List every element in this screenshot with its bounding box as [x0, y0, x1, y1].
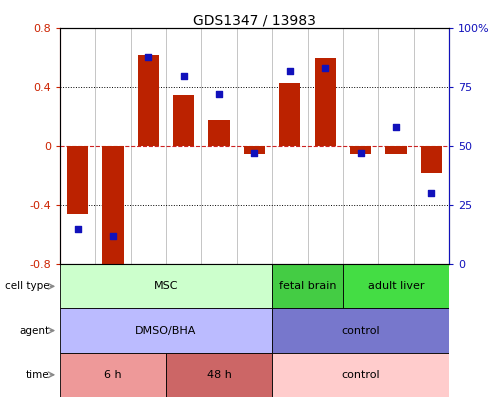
Bar: [272, 353, 449, 397]
Bar: [244, 146, 265, 153]
Point: [144, 53, 152, 60]
Text: 48 h: 48 h: [207, 370, 232, 380]
Bar: [102, 146, 124, 267]
Text: cell type: cell type: [4, 281, 49, 291]
Text: adult liver: adult liver: [368, 281, 424, 291]
Text: agent: agent: [19, 326, 49, 336]
Bar: [350, 146, 371, 153]
Text: control: control: [341, 326, 380, 336]
Point: [180, 72, 188, 79]
Point: [250, 150, 258, 157]
Bar: [343, 264, 449, 309]
Bar: [67, 146, 88, 214]
Bar: [279, 83, 300, 146]
Bar: [60, 353, 166, 397]
Bar: [385, 146, 407, 153]
Bar: [138, 55, 159, 146]
Point: [215, 91, 223, 98]
Text: DMSO/BHA: DMSO/BHA: [135, 326, 197, 336]
Bar: [166, 353, 272, 397]
Text: control: control: [341, 370, 380, 380]
Text: 6 h: 6 h: [104, 370, 122, 380]
Bar: [60, 264, 272, 309]
Bar: [421, 146, 442, 173]
Point: [286, 68, 294, 74]
Bar: [209, 120, 230, 146]
Text: fetal brain: fetal brain: [279, 281, 336, 291]
Bar: [272, 309, 449, 353]
Point: [73, 226, 81, 232]
Text: MSC: MSC: [154, 281, 178, 291]
Bar: [315, 58, 336, 146]
Point: [357, 150, 365, 157]
Text: time: time: [25, 370, 49, 380]
Bar: [173, 95, 194, 146]
Point: [109, 233, 117, 239]
Title: GDS1347 / 13983: GDS1347 / 13983: [193, 13, 316, 27]
Point: [428, 190, 436, 197]
Bar: [60, 309, 272, 353]
Bar: [272, 264, 343, 309]
Point: [321, 65, 329, 72]
Point: [392, 124, 400, 131]
